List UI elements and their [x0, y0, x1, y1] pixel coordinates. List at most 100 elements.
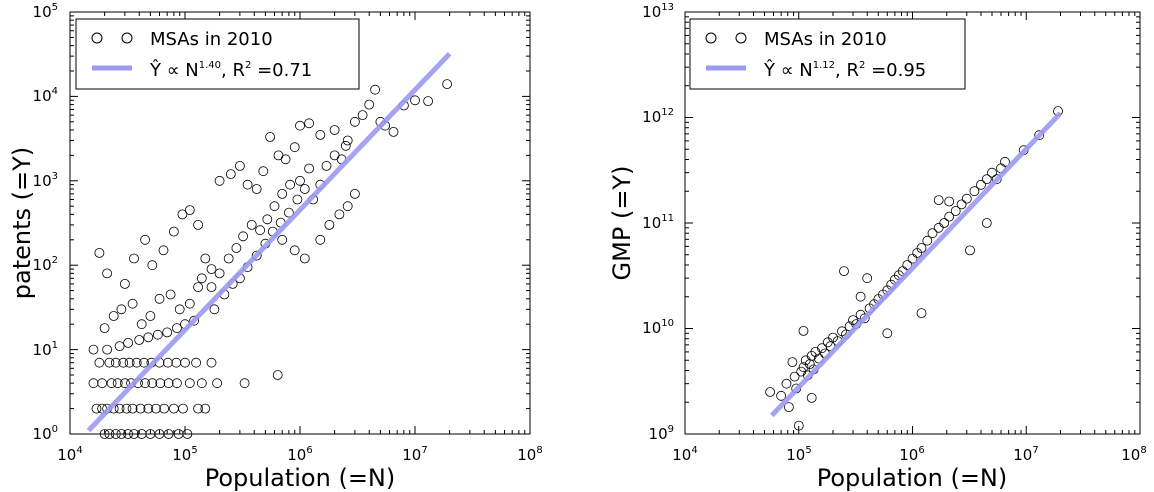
- left-scatter-point: [137, 320, 146, 329]
- left-ytick-label: 100: [33, 424, 58, 443]
- left-scatter-point: [259, 167, 268, 176]
- right-ytick-label: 1013: [642, 2, 674, 21]
- left-scatter-point: [330, 126, 339, 135]
- right-scatter-point: [790, 372, 799, 381]
- left-scatter-point: [103, 269, 112, 278]
- left-scatter-point: [266, 133, 275, 142]
- left-scatter-point: [278, 235, 287, 244]
- right-legend-marker: [706, 33, 716, 43]
- left-scatter-point: [239, 232, 248, 241]
- left-xtick-label: 108: [517, 445, 542, 464]
- left-scatter-point: [247, 220, 256, 229]
- left-scatter-point: [263, 215, 272, 224]
- left-scatter-point: [172, 324, 181, 333]
- left-scatter-point: [201, 404, 210, 413]
- right-scatter-point: [982, 219, 991, 228]
- right-scatter-point: [934, 223, 943, 232]
- left-ytick-label: 103: [33, 171, 58, 190]
- left-legend-scatter-label: MSAs in 2010: [150, 29, 273, 50]
- left-scatter-point: [371, 85, 380, 94]
- left-scatter-point: [300, 254, 309, 263]
- left-scatter-point: [296, 121, 305, 130]
- left-scatter-point: [124, 338, 133, 347]
- left-scatter-point: [215, 176, 224, 185]
- left-scatter-point: [305, 119, 314, 128]
- left-legend-marker: [92, 33, 102, 43]
- left-legend-fit-label: Ŷ ∝ N1.40, R2 =0.71: [149, 59, 312, 81]
- right-scatter-point: [840, 267, 849, 276]
- left-scatter-point: [95, 358, 104, 367]
- left-scatter-point: [322, 161, 331, 170]
- left-scatter-point: [350, 189, 359, 198]
- left-xtick-label: 106: [287, 445, 312, 464]
- right-fit-line: [772, 113, 1061, 415]
- left-scatter-point: [226, 170, 235, 179]
- right-legend-fit-label: Ŷ ∝ N1.12, R2 =0.95: [763, 59, 926, 81]
- left-scatter-point: [181, 358, 190, 367]
- left-xtick-label: 104: [57, 445, 82, 464]
- left-scatter-point: [172, 379, 181, 388]
- left-scatter-point: [274, 151, 283, 160]
- left-scatter-point: [207, 283, 216, 292]
- left-scatter-point: [159, 246, 168, 255]
- right-scatter-point: [928, 229, 937, 238]
- left-scatter-point: [330, 151, 339, 160]
- left-scatter-point: [153, 330, 162, 339]
- left-scatter-point: [197, 379, 206, 388]
- left-scatter-point: [316, 130, 325, 139]
- right-scatter-point: [818, 344, 827, 353]
- left-scatter-point: [148, 261, 157, 270]
- right-x-axis-label: Population (=N): [817, 464, 1008, 492]
- left-xtick-label: 107: [402, 445, 427, 464]
- left-scatter-point: [252, 185, 261, 194]
- right-scatter-point: [966, 246, 975, 255]
- left-legend-marker: [122, 33, 132, 43]
- left-scatter-point: [300, 185, 309, 194]
- left-scatter-point: [411, 96, 420, 105]
- left-scatter-point: [424, 97, 433, 106]
- right-scatter-point: [940, 219, 949, 228]
- left-scatter-point: [207, 265, 216, 274]
- left-scatter-point: [194, 283, 203, 292]
- left-scatter-point: [281, 155, 290, 164]
- right-scatter-point: [863, 274, 872, 283]
- left-scatter-point: [240, 379, 249, 388]
- right-scatter-point: [917, 309, 926, 318]
- left-scatter-point: [109, 312, 118, 321]
- left-scatter-point: [286, 180, 295, 189]
- left-scatter-point: [120, 279, 129, 288]
- left-ytick-label: 104: [33, 86, 58, 105]
- left-scatter-point: [207, 358, 216, 367]
- left-scatter-point: [389, 127, 398, 136]
- left-scatter-point: [92, 404, 101, 413]
- left-scatter-point: [125, 358, 134, 367]
- left-scatter-point: [335, 210, 344, 219]
- right-legend-marker: [736, 33, 746, 43]
- left-scatter-point: [296, 176, 305, 185]
- left-scatter-point: [232, 244, 241, 253]
- right-scatter-point: [766, 388, 775, 397]
- left-scatter-point: [130, 254, 139, 263]
- right-scatter-point: [856, 292, 865, 301]
- left-scatter-point: [293, 195, 302, 204]
- right-scatter-point: [934, 196, 943, 205]
- left-scatter-point: [113, 379, 122, 388]
- left-scatter-point: [343, 202, 352, 211]
- left-ytick-label: 105: [33, 2, 58, 21]
- left-scatter-point: [194, 404, 203, 413]
- left-legend: MSAs in 2010 Ŷ ∝ N1.40, R2 =0.71: [76, 19, 359, 89]
- right-chart: 104 105 106 107 108 109 1010 1011 1012 1…: [608, 2, 1147, 492]
- left-scatter-point: [163, 328, 172, 337]
- right-scatter-point: [883, 329, 892, 338]
- left-scatter-point: [316, 235, 325, 244]
- right-xtick-label: 104: [672, 445, 697, 464]
- left-scatter-point: [103, 345, 112, 354]
- left-scatter-point: [325, 220, 334, 229]
- right-scatter-point: [799, 326, 808, 335]
- left-scatter-point: [256, 226, 265, 235]
- right-legend-scatter-label: MSAs in 2010: [764, 29, 887, 50]
- left-scatter-point: [169, 227, 178, 236]
- right-xtick-label: 105: [786, 445, 811, 464]
- right-ytick-label: 1012: [642, 107, 674, 126]
- right-scatter-point: [962, 194, 971, 203]
